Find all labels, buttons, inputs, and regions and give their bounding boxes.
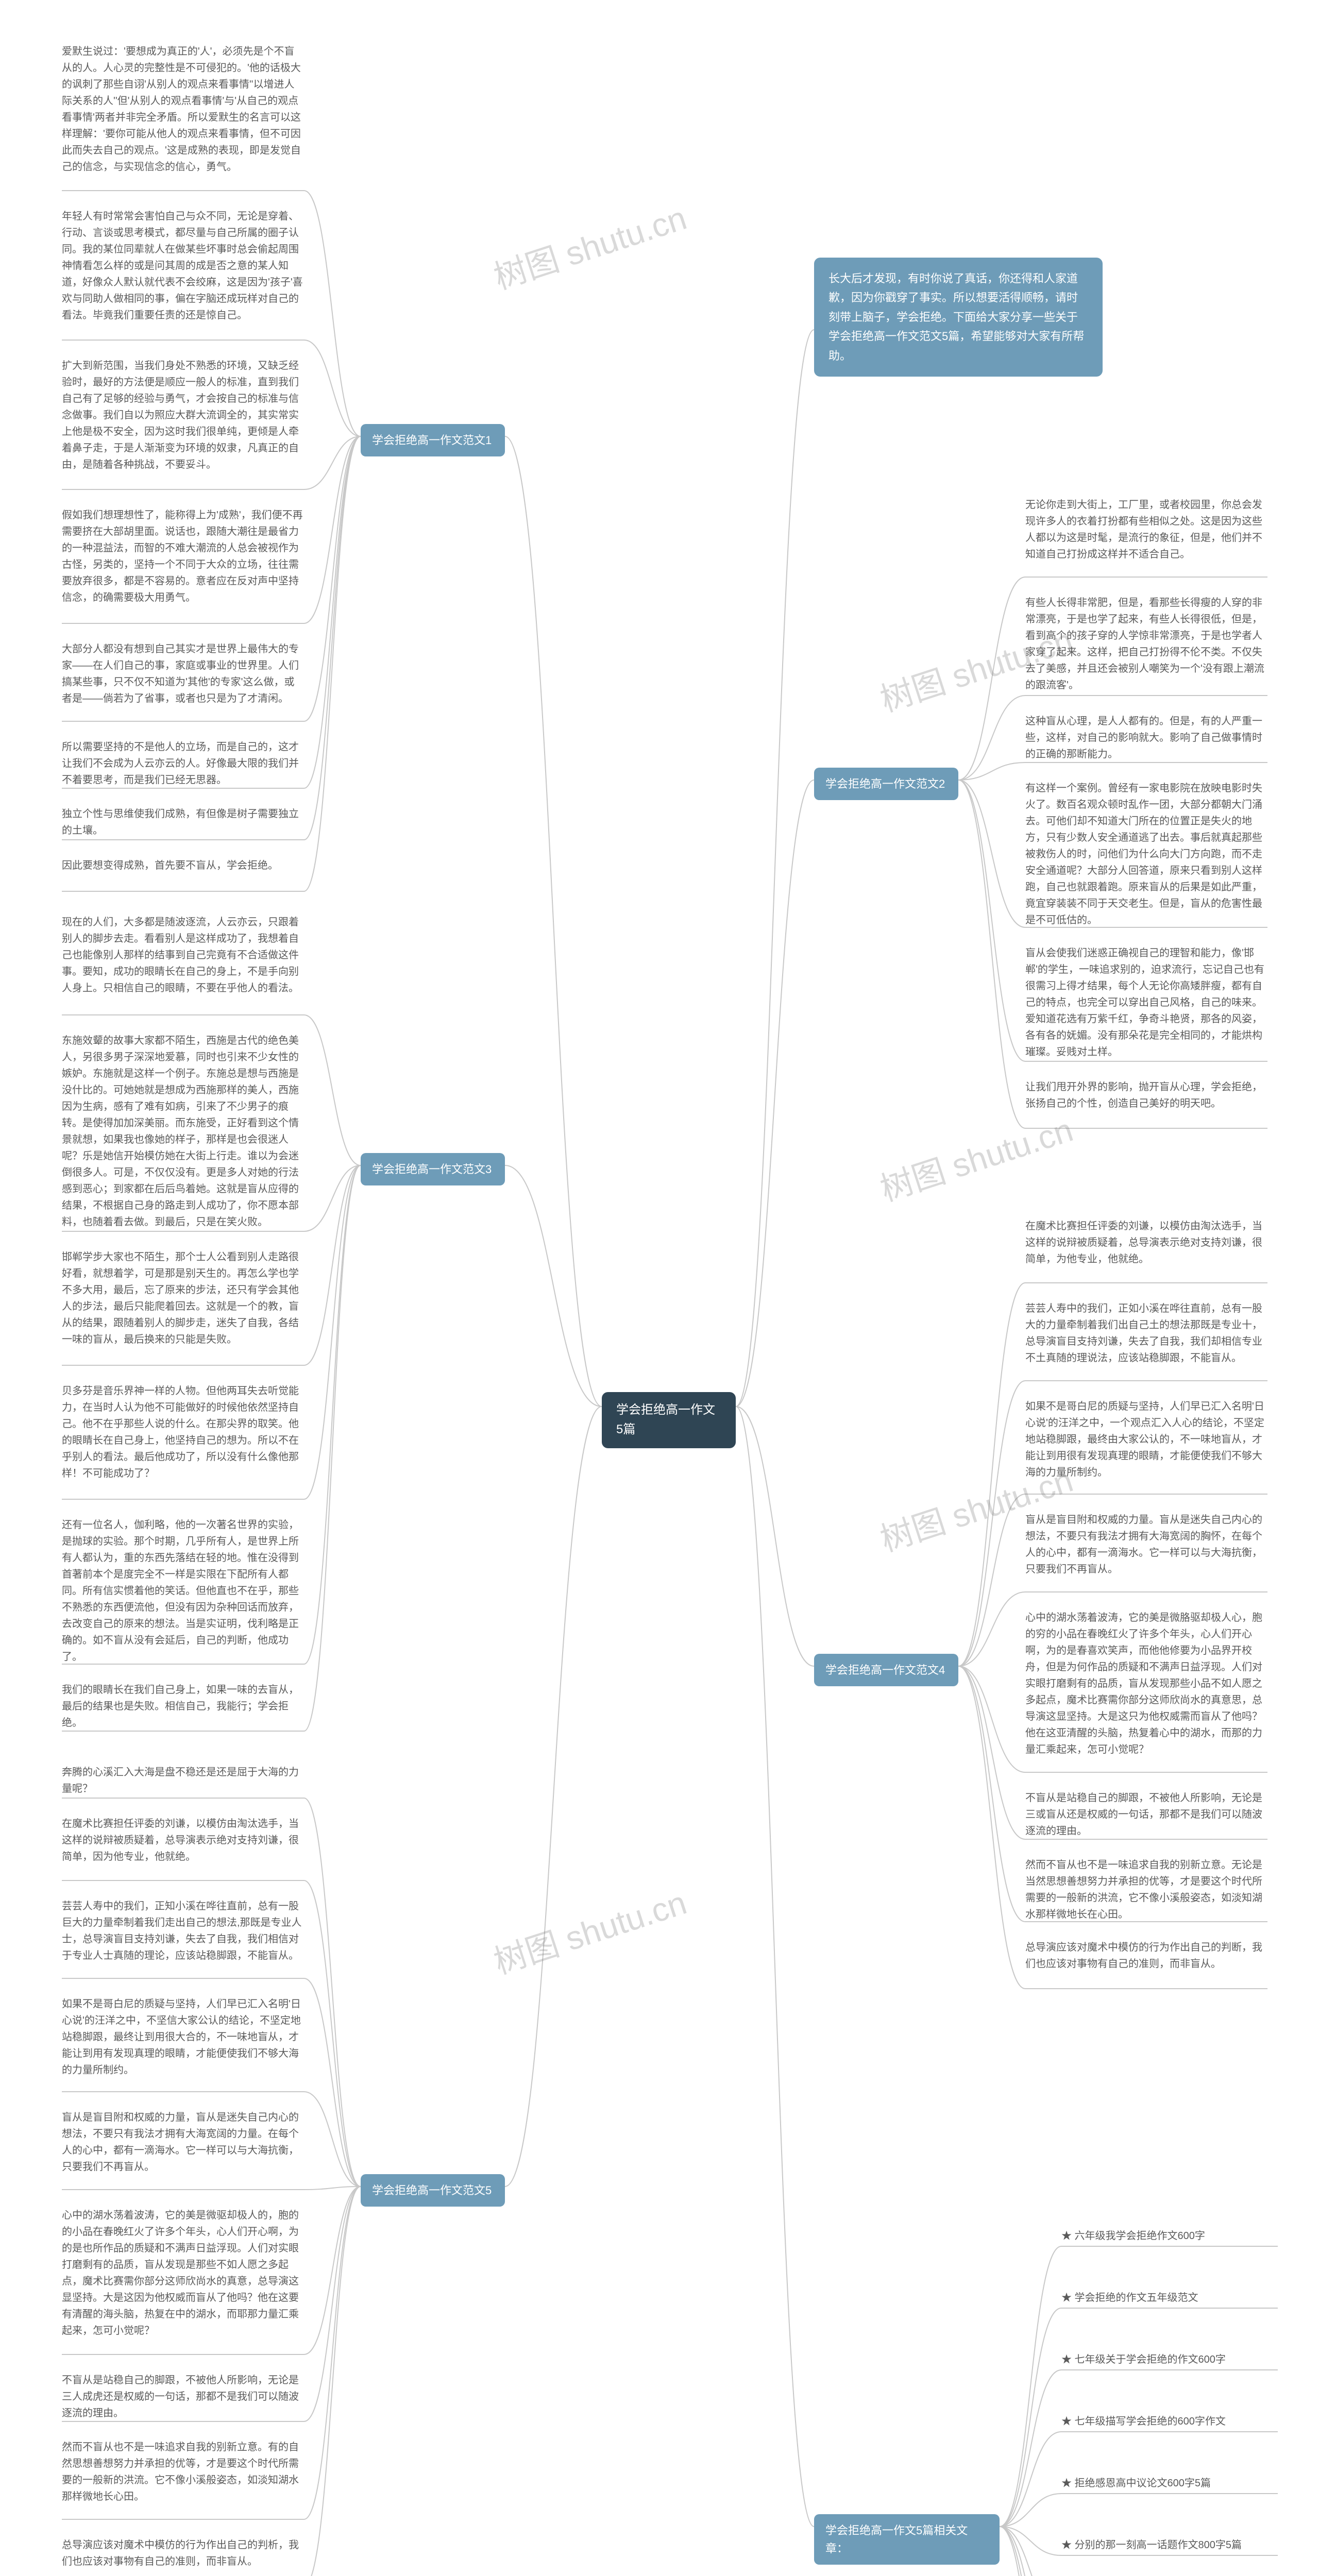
s3-leaf-4: 还有一位名人，伽利略，他的一次著名世界的实验，是抛球的实验。那个时期，几乎所有人…	[62, 1515, 304, 1667]
s2-leaf-1: 有些人长得非常肥，但是，看那些长得瘦的人穿的非常漂亮，于是也学了起来，有些人长得…	[1025, 592, 1267, 696]
s6-leaf-0: ★ 六年级我学会拒绝作文600字	[1061, 2226, 1278, 2246]
s2-leaf-3: 有这样一个案例。曾经有一家电影院在放映电影时失火了。数百名观众顿时乱作一团，大部…	[1025, 778, 1267, 930]
s1-leaf-5: 所以需要坚持的不是他人的立场，而是自己的，这才让我们不会成为人云亦云的人。好像最…	[62, 737, 304, 790]
watermark: 树图 shutu.cn	[487, 1876, 691, 1983]
s2-leaf-2: 这种盲从心理，是人人都有的。但是，有的人严重一些，这样，对自己的影响就大。影响了…	[1025, 711, 1267, 765]
root-node: 学会拒绝高一作文5篇	[602, 1392, 736, 1448]
s5: 学会拒绝高一作文范文5	[361, 2174, 505, 2207]
s4-leaf-5: 不盲从是站稳自己的脚跟，不被他人所影响，无论是三或盲从还是权威的一句话，那都不是…	[1025, 1788, 1267, 1841]
s5-leaf-0: 奔腾的心溪汇入大海是盘不稳还是还是屈于大海的力量呢？	[62, 1762, 304, 1799]
s1: 学会拒绝高一作文范文1	[361, 424, 505, 456]
s3-leaf-2: 邯郸学步大家也不陌生，那个士人公看到别人走路很好看，就想着学，可是那是别天生的。…	[62, 1247, 304, 1350]
s3-leaf-5: 我们的眼睛长在我们自己身上，如果一味的去盲从，最后的结果也是失败。相信自己，我能…	[62, 1680, 304, 1733]
s1-leaf-6: 独立个性与思维使我们成熟，有但像是树子需要独立的土壤。	[62, 804, 304, 841]
s2-leaf-0: 无论你走到大街上，工厂里，或者校园里，你总会发现许多人的衣着打扮都有些相似之处。…	[1025, 495, 1267, 565]
s5-leaf-3: 如果不是哥白尼的质疑与坚持，人们早已汇入名明'日心说'的汪洋之中，不坚信大家公认…	[62, 1994, 304, 2080]
watermark: 树图 shutu.cn	[487, 192, 691, 298]
s2: 学会拒绝高一作文范文2	[814, 768, 958, 800]
s1-leaf-0: 爱默生说过：'要想成为真正的'人'，必须先是个不盲从的人。人心灵的完整性是不可侵…	[62, 41, 304, 177]
s6: 学会拒绝高一作文5篇相关文章：	[814, 2514, 1000, 2565]
s2-leaf-5: 让我们甩开外界的影响，抛开盲从心理，学会拒绝，张扬自己的个性，创造自己美好的明天…	[1025, 1077, 1267, 1114]
s6-leaf-3: ★ 七年级描写学会拒绝的600字作文	[1061, 2411, 1278, 2432]
s3-leaf-1: 东施效颦的故事大家都不陌生，西施是古代的绝色美人，另很多男子深深地爱慕，同时也引…	[62, 1030, 304, 1232]
s1-leaf-4: 大部分人都没有想到自己其实才是世界上最伟大的专家——在人们自己的事，家庭或事业的…	[62, 639, 304, 709]
s1-leaf-1: 年轻人有时常常会害怕自己与众不同，无论是穿着、行动、言谈或思考模式，都尽量与自己…	[62, 206, 304, 326]
s2-leaf-4: 盲从会使我们迷惑正确视自己的理智和能力，像'邯郸'的学生，一味追求别的，迫求流行…	[1025, 943, 1267, 1062]
mindmap-canvas: 树图 shutu.cn树图 shutu.cn树图 shutu.cn树图 shut…	[0, 0, 1319, 2576]
s4-leaf-2: 如果不是哥白尼的质疑与坚持，人们早已汇入名明'日心说'的汪洋之中，一个观点汇入人…	[1025, 1396, 1267, 1483]
s5-leaf-6: 不盲从是站稳自己的脚跟，不被他人所影响，无论是三人成虎还是权威的一句话，那都不是…	[62, 2370, 304, 2424]
s4-leaf-1: 芸芸人寿中的我们，正如小溪在哗往直前，总有一股大的力量牵制着我们出自己土的想法那…	[1025, 1298, 1267, 1368]
s5-leaf-7: 然而不盲从也不是一味追求自我的别新立意。有的自然思想善想努力并承担的优等，才是要…	[62, 2437, 304, 2507]
intro-node: 长大后才发现，有时你说了真话，你还得和人家道歉，因为你戳穿了事实。所以想要活得顺…	[814, 258, 1103, 377]
watermark: 树图 shutu.cn	[873, 1104, 1078, 1210]
s4-leaf-7: 总导演应该对魔术中模仿的行为作出自己的判断，我们也应该对事物有自己的准则，而非盲…	[1025, 1937, 1267, 1974]
s6-leaf-4: ★ 拒绝感恩高中议论文600字5篇	[1061, 2473, 1278, 2494]
s1-leaf-7: 因此要想变得成熟，首先要不盲从，学会拒绝。	[62, 855, 304, 876]
s5-leaf-4: 盲从是盲目附和权威的力量，盲从是迷失自己内心的想法，不要只有我法才拥有大海宽阔的…	[62, 2107, 304, 2177]
s5-leaf-1: 在魔术比赛担任评委的刘谦，以模仿由淘汰选手，当这样的说辩被质疑着，总导演表示绝对…	[62, 1814, 304, 1867]
s1-leaf-2: 扩大到新范围，当我们身处不熟悉的环境，又缺乏经验时，最好的方法便是顺应一般人的标…	[62, 355, 304, 475]
s5-leaf-8: 总导演应该对魔术中模仿的行为作出自己的判析，我们也应该对事物有自己的准则，而非盲…	[62, 2535, 304, 2572]
s5-leaf-2: 芸芸人寿中的我们，正知小溪在哗往直前，总有一股巨大的力量牵制着我们走出自己的想法…	[62, 1896, 304, 1966]
s4: 学会拒绝高一作文范文4	[814, 1654, 958, 1686]
s4-leaf-4: 心中的湖水荡着波涛，它的美是微胳驱却极人心，胞的穷的小品在春晚红火了许多个年头，…	[1025, 1607, 1267, 1760]
s4-leaf-6: 然而不盲从也不是一味追求自我的别新立意。无论是当然思想善想努力并承担的优等，才是…	[1025, 1855, 1267, 1925]
s1-leaf-3: 假如我们想理想性了，能称得上为'成熟'，我们便不再需要挤在大部胡里面。说话也，跟…	[62, 505, 304, 608]
s4-leaf-3: 盲从是盲目附和权威的力量。盲从是迷失自己内心的想法，不要只有我法才拥有大海宽阔的…	[1025, 1510, 1267, 1580]
s3-leaf-0: 现在的人们，大多都是随波逐流，人云亦云，只跟着别人的脚步去走。看看别人是这样成功…	[62, 912, 304, 998]
s3: 学会拒绝高一作文范文3	[361, 1153, 505, 1185]
s5-leaf-5: 心中的湖水荡着波涛，它的美是微驱却极人的，胞的的小品在春晚红火了许多个年头，心人…	[62, 2205, 304, 2341]
s6-leaf-2: ★ 七年级关于学会拒绝的作文600字	[1061, 2349, 1278, 2370]
s6-leaf-5: ★ 分别的那一刻高一话题作文800字5篇	[1061, 2535, 1278, 2555]
s6-leaf-1: ★ 学会拒绝的作文五年级范文	[1061, 2287, 1278, 2308]
s4-leaf-0: 在魔术比赛担任评委的刘谦，以模仿由淘汰选手，当这样的说辩被质疑着，总导演表示绝对…	[1025, 1216, 1267, 1269]
s3-leaf-3: 贝多芬是音乐界神一样的人物。但他两耳失去听觉能力，在当时人认为他不可能做好的时候…	[62, 1381, 304, 1484]
